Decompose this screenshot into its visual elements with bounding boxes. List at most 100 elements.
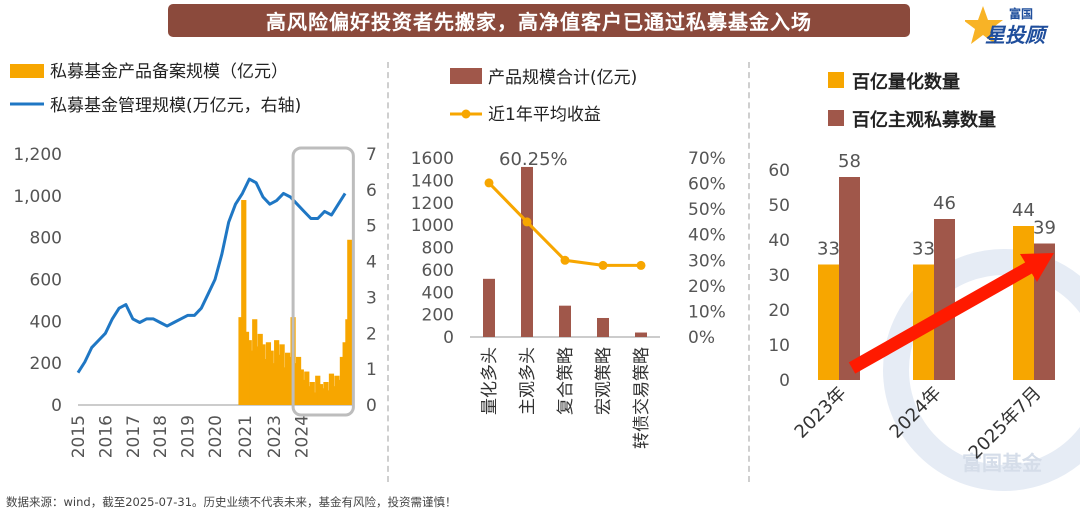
logo-bottom-text: 星投顾: [985, 23, 1049, 47]
marker-return: [484, 178, 494, 188]
y-right-tick: 40%: [688, 226, 726, 246]
x-tick-category: 2023年: [791, 383, 851, 443]
y-tick: 10: [768, 336, 790, 356]
marker-return: [522, 217, 532, 227]
bar-filing: [317, 384, 324, 405]
y-right-tick: 6: [366, 181, 377, 201]
y-right-tick: 60%: [688, 175, 726, 195]
bar-filing: [241, 200, 247, 405]
y-right-tick: 1: [366, 360, 377, 380]
y-left-tick: 0: [51, 396, 62, 416]
legend-label-bar: 产品规模合计(亿元): [488, 68, 637, 88]
divider: [387, 62, 389, 482]
y-left-tick: 0: [443, 328, 454, 348]
bar-strategy: [521, 166, 533, 337]
y-right-tick: 7: [366, 145, 377, 165]
y-tick: 60: [768, 161, 790, 181]
line-return: [487, 181, 641, 267]
bar-filing: [268, 350, 274, 405]
x-tick: 2017: [124, 415, 144, 458]
bar-filing: [309, 381, 315, 405]
bar-filing: [260, 344, 266, 405]
x-tick-category: 量化多头: [480, 347, 500, 415]
x-tick-category: 主观多头: [518, 347, 538, 415]
y-right-tick: 70%: [688, 149, 726, 169]
data-label-quant: 33: [912, 239, 935, 260]
marker-return: [560, 255, 570, 265]
x-tick-category: 复合策略: [556, 347, 576, 415]
bar-strategy: [597, 317, 609, 337]
page-title: 高风险偏好投资者先搬家，高净值客户已通过私募基金入场: [168, 4, 910, 37]
y-left-tick: 200: [422, 306, 454, 326]
bar-filing: [323, 381, 329, 405]
legend-swatch-bar: [450, 68, 482, 84]
bar-strategy: [559, 305, 571, 337]
star-icon: [965, 6, 1003, 44]
y-right-tick: 30%: [688, 251, 726, 271]
bar-filing: [315, 375, 321, 405]
x-tick: 2015: [69, 415, 89, 458]
bar-filing: [298, 369, 304, 405]
y-right-tick: 2: [366, 324, 377, 344]
y-right-tick: 0%: [688, 328, 715, 348]
x-tick: 2016: [96, 415, 116, 458]
y-left-tick: 800: [422, 239, 454, 259]
y-left-tick: 200: [30, 354, 62, 374]
y-left-tick: 800: [30, 229, 62, 249]
legend-label-bar: 私募基金产品备案规模（亿元）: [50, 62, 288, 82]
legend-label-line: 近1年平均收益: [488, 105, 601, 125]
legend-label-quant: 百亿量化数量: [852, 71, 960, 93]
y-right-tick: 20%: [688, 277, 726, 297]
bar-filing: [306, 386, 313, 405]
bar-filing: [271, 363, 277, 405]
trend-arrow-head: [1020, 253, 1054, 282]
y-right-tick: 3: [366, 288, 377, 308]
y-right-tick: 4: [366, 253, 377, 273]
bar-filing: [282, 367, 288, 405]
bar-filing: [265, 342, 272, 405]
bar-subjective: [934, 219, 955, 380]
x-tick: 2019: [179, 415, 199, 458]
data-label-subjective: 39: [1033, 218, 1056, 239]
y-tick: 20: [768, 301, 790, 321]
bar-filing: [301, 379, 307, 405]
brand-logo: 富国 星投顾: [965, 6, 1049, 47]
x-tick-category: 宏观策略: [594, 347, 614, 415]
bar-filing: [279, 344, 285, 405]
marker-return: [598, 260, 608, 270]
legend-swatch-subjective: [828, 110, 844, 126]
x-tick: 2024: [292, 415, 312, 458]
data-label-subjective: 46: [933, 193, 956, 214]
bar-filing: [331, 386, 337, 405]
line-aum: [76, 177, 347, 374]
bar-filing: [326, 390, 332, 405]
bar-filing: [334, 375, 340, 405]
y-left-tick: 600: [30, 271, 62, 291]
bar-filing: [285, 352, 291, 405]
bar-filing: [347, 239, 353, 405]
data-label-quant: 44: [1012, 200, 1035, 221]
trend-arrow-shaft: [848, 260, 1036, 374]
bar-filing: [328, 373, 335, 405]
bar-filing: [238, 317, 244, 405]
x-tick: 2021: [236, 415, 256, 458]
bar-filing: [295, 356, 302, 405]
bar-filing: [287, 356, 293, 405]
bar-quant: [818, 264, 839, 380]
bar-filing: [243, 331, 250, 405]
bar-filing: [339, 356, 346, 405]
bar-filing: [263, 358, 269, 405]
y-left-tick: 1200: [411, 194, 454, 214]
x-tick: 2018: [151, 415, 171, 458]
divider: [748, 62, 750, 482]
bar-filing: [304, 371, 310, 405]
y-left-tick: 1400: [411, 171, 454, 191]
chart-private-fund-scale: 私募基金产品备案规模（亿元） 私募基金管理规模(万亿元，右轴) 0 200 400 600…: [10, 62, 377, 458]
y-left-tick: 400: [30, 312, 62, 332]
y-tick: 30: [768, 266, 790, 286]
y-right-tick: 0: [366, 396, 377, 416]
data-label-return: 60.25%: [499, 149, 568, 170]
bar-subjective: [839, 177, 860, 380]
bar-filing: [276, 354, 282, 405]
